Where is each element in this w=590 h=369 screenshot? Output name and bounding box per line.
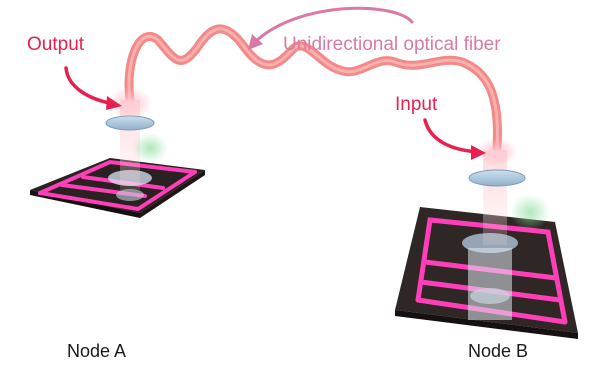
- output-label: Output: [27, 34, 85, 55]
- output-arrow: [64, 66, 122, 110]
- node-b-label: Node B: [468, 341, 528, 361]
- node-a-chip: [30, 158, 205, 218]
- node-a-output-glow: [108, 87, 152, 119]
- input-arrow: [423, 118, 486, 160]
- fiber-label: Unidirectional optical fiber: [283, 34, 501, 55]
- input-label: Input: [395, 94, 438, 115]
- node-b-leak-glow: [510, 194, 550, 230]
- node-b-input-glow: [477, 138, 517, 166]
- node-a-leak-glow: [132, 133, 168, 163]
- fiber-label-arrow: [248, 6, 414, 50]
- node-b-chip: [395, 207, 578, 339]
- node-a-label: Node A: [67, 341, 126, 361]
- node-b-lens: [468, 169, 526, 187]
